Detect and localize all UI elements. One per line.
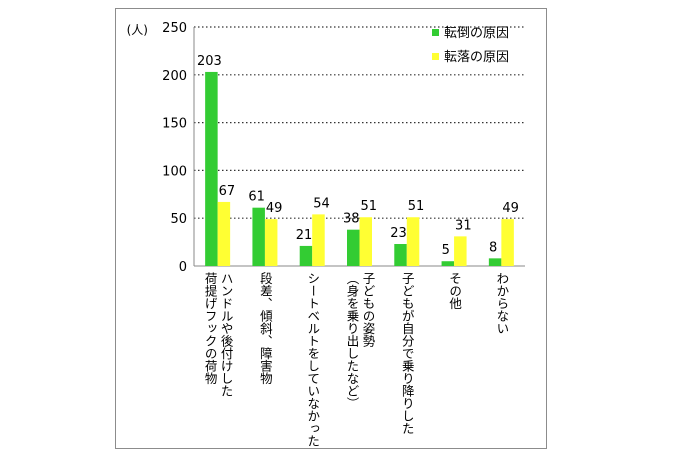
bar-tentou	[488, 258, 502, 266]
y-tick-label: 150	[162, 117, 187, 132]
legend-label: 転落の原因	[444, 50, 509, 65]
data-label: 38	[343, 212, 360, 227]
bar-tentou	[299, 245, 313, 266]
bar-tenraku	[312, 214, 325, 266]
data-label: 21	[296, 228, 313, 243]
bar-tenraku	[264, 219, 278, 266]
y-tick-label: 50	[170, 212, 187, 227]
x-category-label: その他	[447, 272, 463, 310]
y-tick-label: 100	[162, 164, 187, 179]
data-label: 49	[266, 201, 283, 216]
x-category-label: シートベルトをしていなかった	[305, 272, 321, 447]
bar-tentou	[205, 71, 218, 266]
bar-tentou	[394, 244, 407, 266]
x-category-label: 子どもの姿勢 （身を乗り出したなど）	[344, 272, 376, 410]
y-tick-label: 250	[162, 21, 187, 36]
bar-tentou	[441, 261, 455, 266]
data-label: 5	[442, 243, 450, 258]
y-unit-label: (人)	[127, 23, 148, 37]
bar-tenraku	[454, 236, 467, 266]
bar-tentou	[347, 229, 360, 266]
bar-tentou	[252, 207, 265, 266]
legend-swatch	[432, 53, 439, 60]
legend-label: 転倒の原因	[444, 26, 509, 41]
data-label: 203	[197, 54, 222, 69]
chart-frame	[115, 8, 547, 449]
data-label: 61	[248, 190, 265, 205]
bar-tenraku	[501, 219, 514, 266]
data-label: 31	[455, 218, 472, 233]
x-category-label: 段差、傾斜、障害物	[257, 272, 273, 385]
bar-tenraku	[217, 201, 231, 266]
legend-swatch	[432, 29, 439, 36]
y-tick-label: 200	[162, 69, 187, 84]
data-label: 51	[408, 199, 425, 214]
x-category-label: 子どもが自分で乗り降りした	[399, 272, 415, 435]
data-label: 49	[502, 201, 519, 216]
y-tick-label: 0	[179, 260, 187, 275]
x-category-label: わからない	[494, 272, 510, 335]
data-label: 67	[219, 184, 236, 199]
data-label: 51	[360, 199, 377, 214]
data-label: 8	[489, 240, 497, 255]
x-category-label: ハンドルや後付けした 荷提げフックの荷物	[202, 272, 234, 397]
bar-tenraku	[359, 217, 372, 266]
bar-tenraku	[406, 217, 420, 266]
data-label: 23	[390, 226, 407, 241]
data-label: 54	[313, 196, 330, 211]
